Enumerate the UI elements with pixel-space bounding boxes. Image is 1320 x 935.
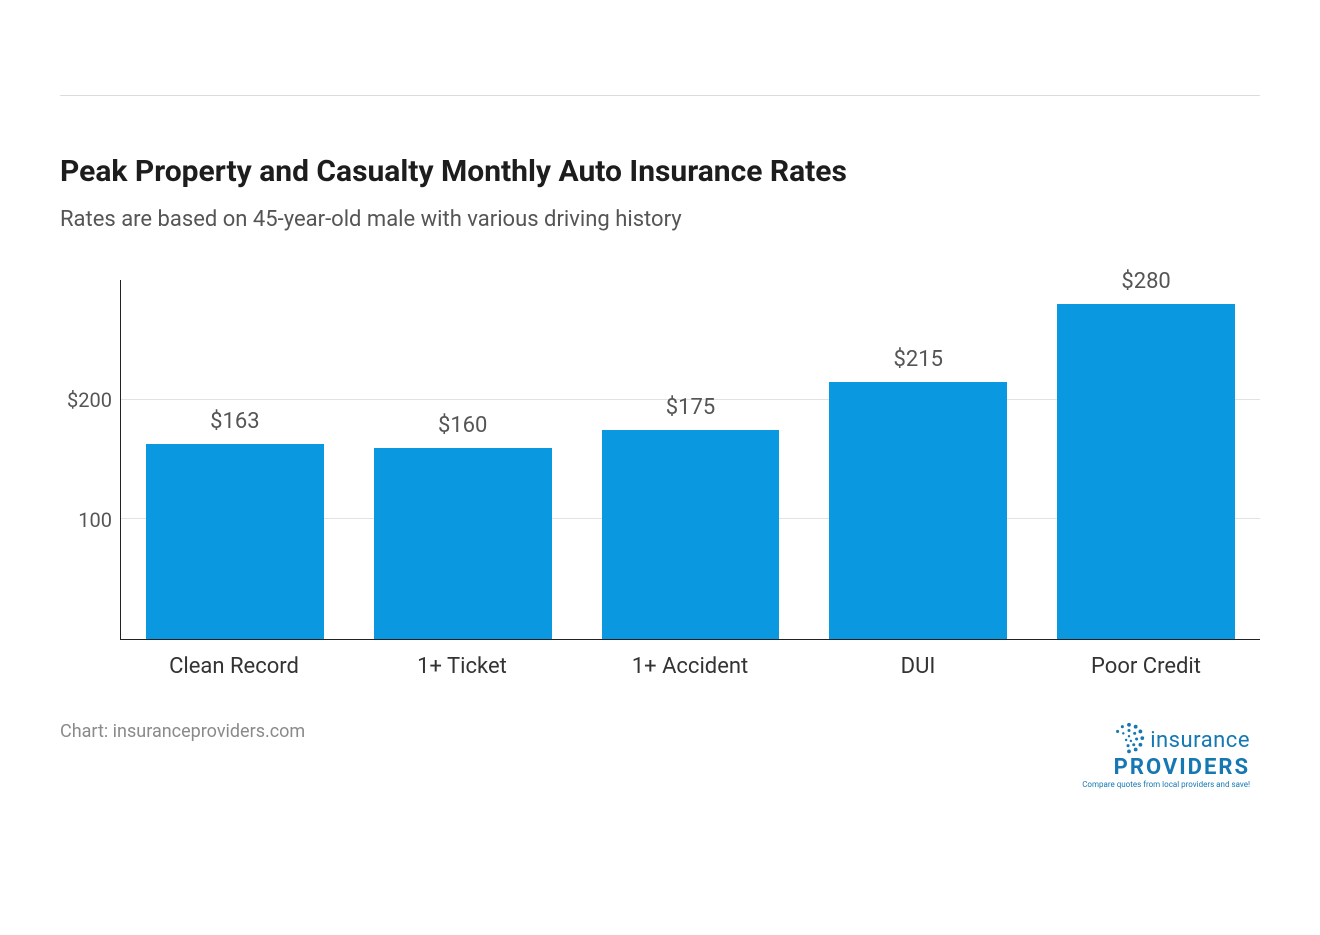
bar-slot: $280 [1032,280,1260,639]
bar: $163 [146,444,324,639]
y-tick-label: $200 [67,388,112,412]
x-tick-label: DUI [804,654,1032,679]
logo-word-providers: PROVIDERS [1082,755,1250,780]
bar: $280 [1057,304,1235,639]
bar-value-label: $175 [666,395,715,420]
bar: $175 [602,430,780,639]
logo-word-insurance: insurance [1150,728,1250,753]
bar-value-label: $160 [438,413,487,438]
bar-slot: $175 [577,280,805,639]
bar-value-label: $280 [1121,269,1170,294]
x-axis-labels: Clean Record1+ Ticket1+ AccidentDUIPoor … [120,654,1260,679]
x-tick-label: 1+ Ticket [348,654,576,679]
bars-layer: $163 $160 $175 $215 $280 [121,280,1260,639]
bar-slot: $160 [349,280,577,639]
bar-value-label: $215 [894,347,943,372]
chart-subtitle: Rates are based on 45-year-old male with… [60,207,1260,232]
chart-container: Peak Property and Casualty Monthly Auto … [60,95,1260,935]
x-tick-label: Poor Credit [1032,654,1260,679]
bar-value-label: $163 [210,409,259,434]
y-axis: 100 $200 [60,280,120,640]
plot-area: $163 $160 $175 $215 $280 [120,280,1260,640]
chart-title: Peak Property and Casualty Monthly Auto … [60,154,1260,189]
bar: $160 [374,448,552,639]
top-divider [60,95,1260,96]
x-tick-label: 1+ Accident [576,654,804,679]
x-tick-label: Clean Record [120,654,348,679]
chart-attribution: Chart: insuranceproviders.com [60,721,305,742]
chart-plot-wrap: 100 $200 $163 $160 $175 $215 $280 Clean Recor… [60,280,1260,679]
logo-dots-icon [1110,721,1148,759]
bar: $215 [829,382,1007,639]
bar-slot: $163 [121,280,349,639]
logo-tagline: Compare quotes from local providers and … [1082,780,1250,789]
bar-slot: $215 [804,280,1032,639]
chart-footer: Chart: insuranceproviders.com [60,721,1260,789]
y-tick-label: 100 [78,508,112,532]
brand-logo: insurance PROVIDERS Compare quotes from … [1082,721,1260,789]
